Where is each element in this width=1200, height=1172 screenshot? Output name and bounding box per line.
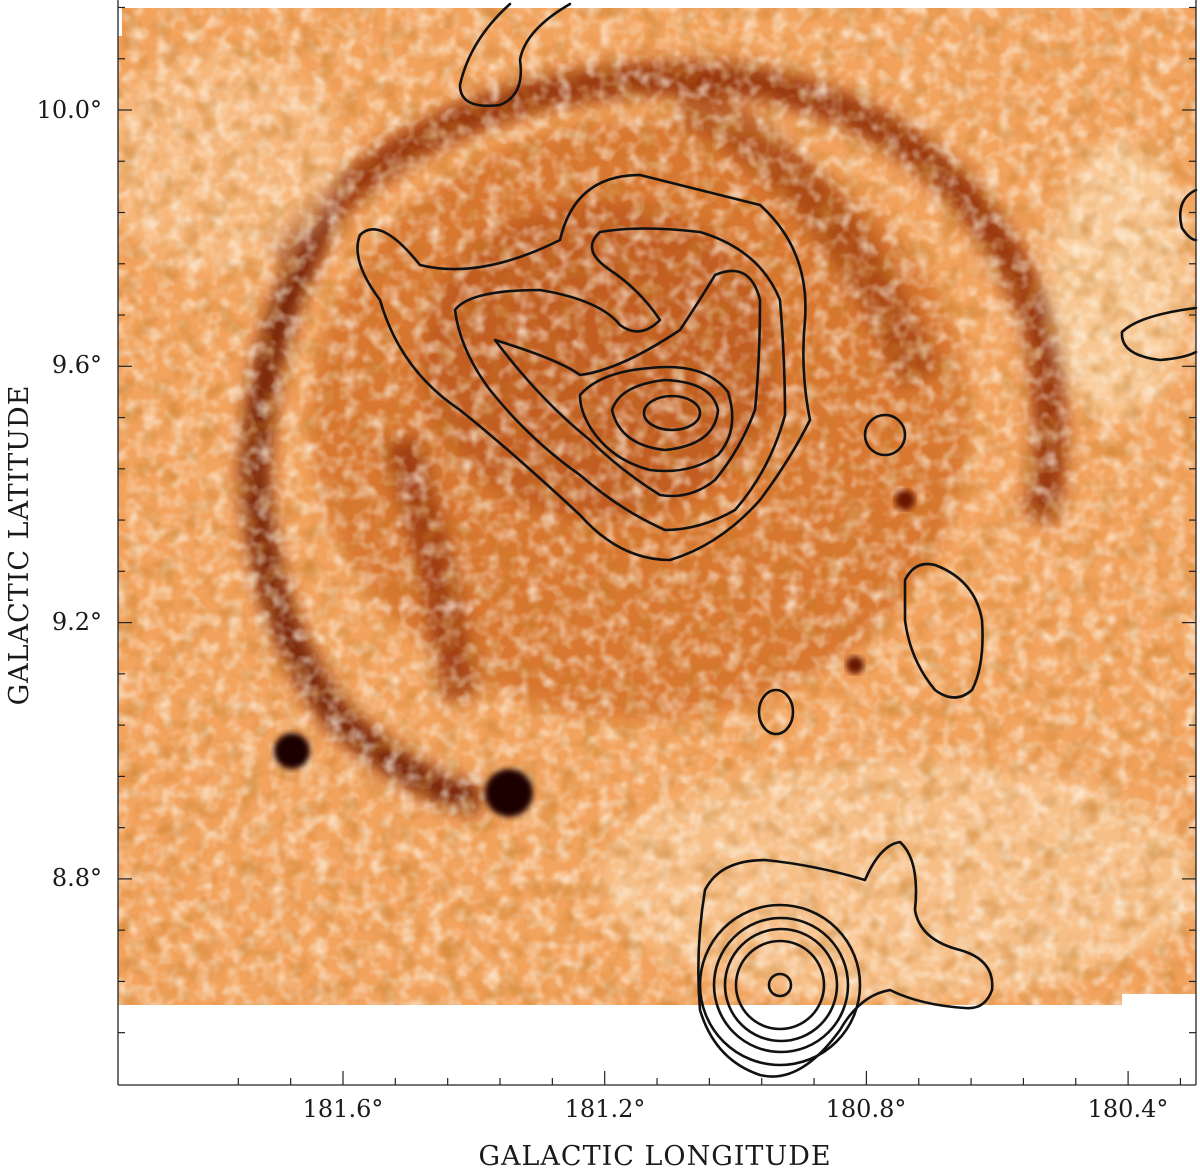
point-source	[485, 769, 533, 817]
x-tick-labels: 181.6° 181.2° 180.8° 180.4°	[303, 1095, 1169, 1123]
y-tick-label: 9.2°	[52, 608, 102, 636]
y-axis-title: GALACTIC LATITUDE	[4, 385, 35, 706]
x-tick-label: 181.2°	[565, 1095, 646, 1123]
x-tick-label: 180.4°	[1088, 1095, 1169, 1123]
y-tick-label: 8.8°	[52, 864, 102, 892]
emission-image	[118, 8, 1196, 1005]
x-axis-title: GALACTIC LONGITUDE	[478, 1141, 831, 1172]
point-source	[274, 733, 310, 769]
contour-overlay	[356, 2, 1198, 1078]
y-tick-label: 9.6°	[52, 351, 102, 379]
x-tick-label: 180.8°	[826, 1095, 907, 1123]
y-tick-label: 10.0°	[37, 96, 102, 124]
x-tick-label: 181.6°	[303, 1095, 384, 1123]
axis-ticks	[118, 6, 1196, 1085]
y-tick-labels: 10.0° 9.6° 9.2° 8.8°	[37, 96, 102, 892]
